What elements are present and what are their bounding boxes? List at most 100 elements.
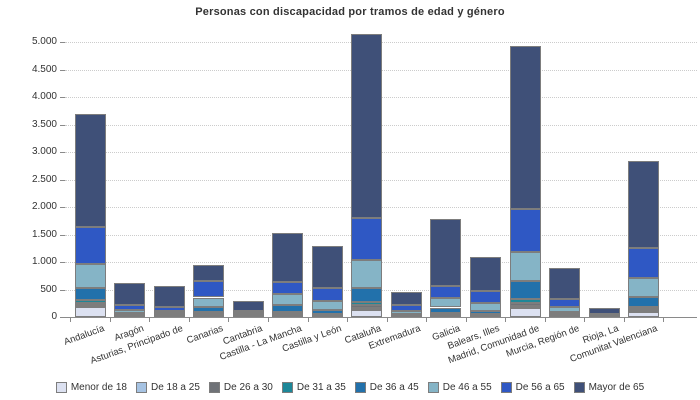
- y-tick-label: 500: [40, 283, 57, 295]
- x-axis-line: [60, 317, 697, 318]
- x-category-label: Canarias: [184, 323, 225, 347]
- segment-de-56-a-65: [430, 285, 462, 299]
- segment-de-36-a-45: [193, 307, 225, 313]
- segment-mayor-de-65: [114, 282, 146, 305]
- legend-label: Mayor de 65: [588, 382, 645, 393]
- segment-menor-de-18: [430, 315, 462, 317]
- legend-item-de-26-a-30: De 26 a 30: [208, 382, 273, 393]
- segment-mayor-de-65: [272, 233, 304, 282]
- x-axis-tick: [109, 318, 111, 322]
- segment-de-36-a-45: [351, 288, 383, 303]
- y-tick-label: 1.500: [31, 228, 57, 240]
- x-axis-tick: [584, 318, 586, 322]
- segment-de-46-a-55: [114, 309, 146, 313]
- segment-de-56-a-65: [193, 280, 225, 298]
- segment-de-46-a-55: [193, 297, 225, 308]
- y-axis-tick: [60, 69, 65, 71]
- segment-mayor-de-65: [509, 45, 541, 210]
- legend-item-mayor-de-65: Mayor de 65: [573, 382, 645, 393]
- y-axis-tick: [60, 179, 65, 181]
- x-axis-tick: [70, 318, 72, 322]
- legend-item-menor-de-18: Menor de 18: [55, 382, 127, 393]
- segment-de-56-a-65: [390, 305, 422, 312]
- legend-label: De 26 a 30: [223, 382, 273, 393]
- legend-item-de-56-a-65: De 56 a 65: [500, 382, 565, 393]
- segment-mayor-de-65: [470, 257, 501, 292]
- segment-de-46-a-55: [470, 303, 501, 311]
- segment-de-56-a-65: [509, 209, 541, 252]
- legend-label: De 36 a 45: [369, 382, 419, 393]
- segment-de-56-a-65: [114, 304, 146, 310]
- segment-de-56-a-65: [311, 288, 343, 302]
- segment-de-46-a-55: [430, 298, 462, 308]
- segment-de-36-a-45: [470, 310, 501, 315]
- segment-de-36-a-45: [430, 307, 462, 313]
- segment-de-46-a-55: [628, 277, 660, 297]
- legend-swatch-icon: [427, 382, 439, 393]
- x-axis-tick: [386, 318, 388, 322]
- legend-swatch-icon: [354, 382, 366, 393]
- segment-de-36-a-45: [311, 310, 343, 314]
- segment-menor-de-18: [272, 314, 304, 317]
- legend: Menor de 18 De 18 a 25 De 26 a 30 De 31 a 3…: [0, 382, 700, 393]
- legend-label: De 56 a 65: [515, 382, 565, 393]
- y-tick-label: 2.000: [31, 201, 57, 212]
- segment-menor-de-18: [351, 310, 383, 317]
- y-axis-tick: [60, 124, 65, 126]
- segment-de-36-a-45: [390, 313, 422, 316]
- y-tick-label: 0: [51, 311, 57, 322]
- legend-item-de-46-a-55: De 46 a 55: [427, 382, 492, 393]
- segment-menor-de-18: [74, 306, 106, 317]
- y-tick-label: 2.500: [31, 173, 57, 185]
- segment-de-26-a-30: [351, 305, 383, 308]
- segment-de-31-a-35: [509, 299, 541, 304]
- segment-de-56-a-65: [351, 218, 383, 261]
- segment-de-46-a-55: [351, 260, 383, 289]
- x-axis-tick: [307, 318, 309, 322]
- segment-de-18-a-25: [628, 309, 660, 312]
- segment-de-46-a-55: [390, 311, 422, 314]
- legend-swatch-icon: [500, 382, 512, 393]
- x-axis-tick: [426, 318, 428, 322]
- segment-de-46-a-55: [509, 251, 541, 281]
- segment-de-18-a-25: [74, 304, 106, 307]
- y-axis-tick: [60, 289, 65, 291]
- segment-mayor-de-65: [351, 34, 383, 219]
- y-axis-tick: [60, 97, 65, 98]
- segment-mayor-de-65: [628, 160, 660, 248]
- segment-de-56-a-65: [153, 306, 185, 311]
- y-axis-tick: [60, 262, 65, 263]
- segment-mayor-de-65: [390, 291, 422, 306]
- segment-de-36-a-45: [153, 312, 185, 315]
- y-axis-tick: [60, 234, 65, 236]
- segment-de-26-a-30: [509, 303, 541, 306]
- x-axis-tick: [267, 318, 269, 322]
- segment-de-18-a-25: [509, 305, 541, 309]
- legend-label: Menor de 18: [70, 382, 127, 393]
- legend-item-de-18-a-25: De 18 a 25: [135, 382, 200, 393]
- segment-de-26-a-30: [628, 308, 660, 311]
- x-axis-tick: [623, 318, 625, 322]
- segment-de-56-a-65: [549, 299, 581, 307]
- segment-de-36-a-45: [628, 296, 660, 307]
- segment-de-46-a-55: [272, 293, 304, 306]
- y-tick-label: 4.000: [31, 91, 57, 102]
- segment-mayor-de-65: [549, 267, 581, 300]
- segment-de-46-a-55: [311, 301, 343, 311]
- legend-item-de-36-a-45: De 36 a 45: [354, 382, 419, 393]
- legend-swatch-icon: [135, 382, 147, 393]
- segment-mayor-de-65: [74, 114, 106, 228]
- legend-swatch-icon: [573, 382, 585, 393]
- segment-de-56-a-65: [470, 291, 501, 304]
- x-axis-tick: [505, 318, 507, 322]
- segment-de-36-a-45: [114, 312, 146, 315]
- segment-mayor-de-65: [311, 245, 343, 289]
- x-axis-tick: [188, 318, 190, 322]
- x-axis-tick: [544, 318, 546, 322]
- segment-de-31-a-35: [628, 306, 660, 309]
- segment-de-18-a-25: [351, 307, 383, 311]
- x-axis-tick: [149, 318, 151, 322]
- segment-menor-de-18: [509, 308, 541, 317]
- segment-de-31-a-35: [74, 300, 106, 303]
